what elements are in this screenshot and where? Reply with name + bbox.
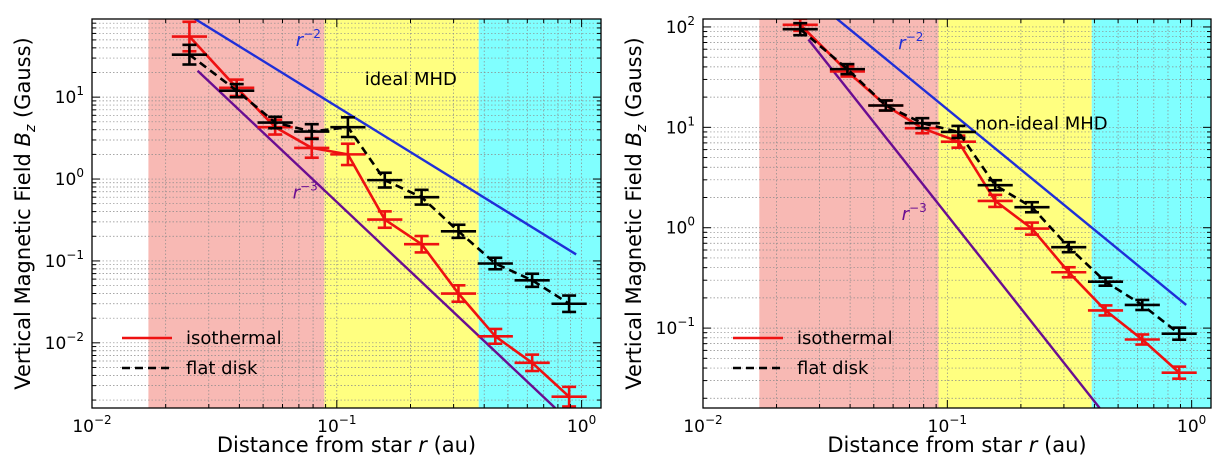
plot-area	[92, 19, 601, 408]
data-point	[829, 62, 865, 76]
legend-label-isothermal: isothermal	[797, 328, 893, 349]
axes-frame	[91, 18, 602, 409]
x-axis-label: Distance from star r (au)	[217, 433, 476, 457]
y-axis-label: Vertical Magnetic Field Bz (Gauss)	[622, 37, 650, 389]
region-band-1	[148, 19, 325, 408]
chart-panel-1: r−2 r−3 ideal MHD 10−2 10−1 100 10−2 10−1 100 101…	[11, 18, 602, 457]
region-label: ideal MHD	[365, 69, 457, 90]
grid	[92, 19, 601, 408]
data-point	[1087, 304, 1124, 317]
x-axis-label: Distance from star r (au)	[827, 433, 1086, 457]
data-point	[1014, 200, 1050, 214]
data-point	[1161, 326, 1197, 342]
ticks	[91, 18, 601, 408]
series-flat-disk	[171, 43, 587, 314]
legend: isothermal flat disk	[122, 328, 282, 379]
data-point	[1124, 298, 1160, 312]
reference-line-r-3	[196, 69, 557, 408]
data-point	[219, 82, 255, 99]
grid	[703, 19, 1211, 408]
data-point	[440, 223, 477, 240]
x-tick-label: 10−1	[317, 413, 356, 437]
data-point	[404, 188, 440, 206]
data-point	[171, 43, 208, 66]
y-tick-label: 100	[666, 215, 695, 239]
legend-label-isothermal: isothermal	[186, 328, 282, 349]
legend-label-flat-disk: flat disk	[797, 358, 869, 379]
x-tick-label: 100	[1177, 413, 1206, 437]
legend-label-flat-disk: flat disk	[186, 358, 258, 379]
data-point	[294, 122, 330, 141]
reference-label-r-2: r−2	[898, 30, 923, 54]
plot-area	[703, 19, 1211, 408]
reference-label-r-3: r−3	[902, 201, 927, 225]
region-band-3	[478, 19, 601, 408]
data-point	[1014, 221, 1050, 236]
y-tick-label: 101	[55, 84, 84, 108]
reference-label-r-3: r−3	[293, 179, 318, 203]
data-point	[330, 116, 366, 139]
data-point	[514, 272, 550, 289]
reference-line-r-3	[807, 38, 1101, 408]
y-tick-label: 10−1	[656, 315, 695, 339]
data-point	[367, 171, 403, 189]
region-band-2	[938, 19, 1092, 408]
series-line	[799, 28, 1180, 335]
data-point	[551, 385, 587, 408]
reference-label-r-2: r−2	[296, 27, 321, 51]
reference-line-r-2	[192, 19, 577, 256]
x-tick-label: 10−1	[928, 413, 967, 437]
data-point	[940, 124, 976, 140]
data-point	[1051, 240, 1087, 254]
y-tick-label: 10−1	[45, 248, 84, 272]
data-point	[1161, 365, 1197, 380]
data-point	[404, 234, 440, 254]
data-point	[330, 142, 366, 167]
data-point	[977, 178, 1013, 192]
y-tick-label: 102	[666, 14, 695, 38]
region-label: non-ideal MHD	[975, 114, 1108, 135]
y-tick-label: 10−2	[45, 330, 84, 354]
x-tick-label: 100	[567, 413, 596, 437]
data-point	[782, 21, 818, 37]
reference-line-r-2	[835, 19, 1187, 306]
data-point	[477, 327, 513, 346]
data-point	[977, 193, 1013, 209]
y-tick-label: 101	[666, 114, 695, 138]
data-point	[1124, 333, 1160, 346]
data-point	[868, 99, 904, 112]
x-tick-label: 10−2	[72, 413, 111, 437]
y-axis-label: Vertical Magnetic Field Bz (Gauss)	[11, 37, 39, 389]
data-point	[367, 210, 403, 230]
data-point	[1051, 265, 1087, 279]
data-point	[257, 115, 293, 130]
data-point	[1087, 276, 1124, 288]
ticks	[702, 19, 1211, 408]
data-point	[904, 116, 940, 130]
region-band-3	[1091, 19, 1211, 408]
axes-frame	[702, 18, 1212, 409]
region-band-1	[759, 19, 939, 408]
data-point	[551, 294, 587, 314]
x-tick-label: 10−2	[683, 413, 722, 437]
legend: isothermal flat disk	[733, 328, 893, 379]
data-point	[440, 284, 477, 304]
y-tick-label: 100	[55, 166, 84, 190]
data-point	[514, 353, 550, 373]
series-flat-disk	[782, 21, 1197, 342]
data-point	[477, 256, 513, 271]
chart-panel-2: r−2 r−3 non-ideal MHD 10−2 10−1 100 10−1 100 101…	[622, 14, 1212, 457]
